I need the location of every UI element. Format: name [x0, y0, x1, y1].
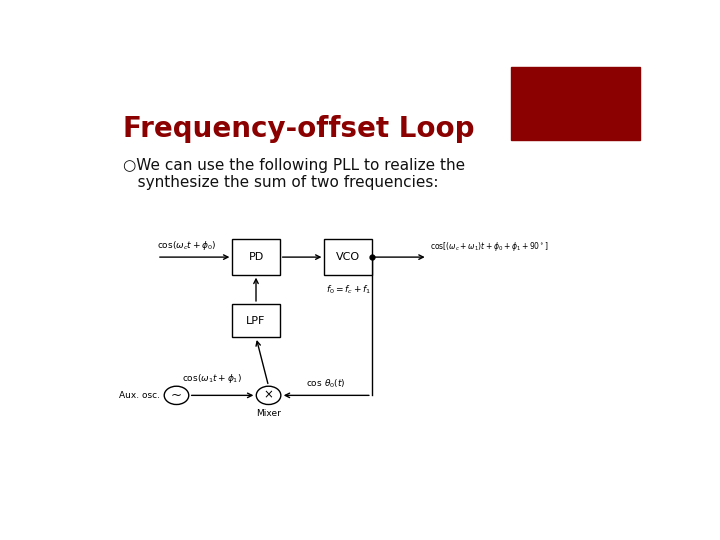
Text: PD: PD — [248, 252, 264, 262]
Text: Mixer: Mixer — [256, 409, 281, 418]
Text: VCO: VCO — [336, 252, 360, 262]
Text: $\cos[(\omega_c + \omega_1)t + \phi_0 + \phi_1 + 90^\circ]$: $\cos[(\omega_c + \omega_1)t + \phi_0 + … — [431, 240, 549, 253]
Text: LPF: LPF — [246, 315, 266, 326]
Text: $\times$: $\times$ — [264, 389, 274, 402]
Text: Frequency-offset Loop: Frequency-offset Loop — [124, 114, 475, 143]
Bar — [233, 304, 280, 337]
Text: $f_0 = f_c + f_1$: $f_0 = f_c + f_1$ — [325, 283, 371, 295]
Bar — [511, 67, 639, 140]
Text: $\cos(\omega_c t + \phi_0)$: $\cos(\omega_c t + \phi_0)$ — [157, 239, 217, 252]
Bar — [324, 239, 372, 275]
Text: synthesize the sum of two frequencies:: synthesize the sum of two frequencies: — [124, 175, 439, 190]
Circle shape — [164, 386, 189, 404]
Circle shape — [256, 386, 281, 404]
Text: ○We can use the following PLL to realize the: ○We can use the following PLL to realize… — [124, 158, 466, 173]
Text: Aux. osc.: Aux. osc. — [119, 391, 160, 400]
Text: ~: ~ — [171, 389, 182, 402]
Text: $\cos\,\theta_0(t)$: $\cos\,\theta_0(t)$ — [306, 378, 346, 390]
Text: $\cos(\omega_1 t + \phi_1)$: $\cos(\omega_1 t + \phi_1)$ — [182, 372, 242, 385]
Bar — [233, 239, 280, 275]
